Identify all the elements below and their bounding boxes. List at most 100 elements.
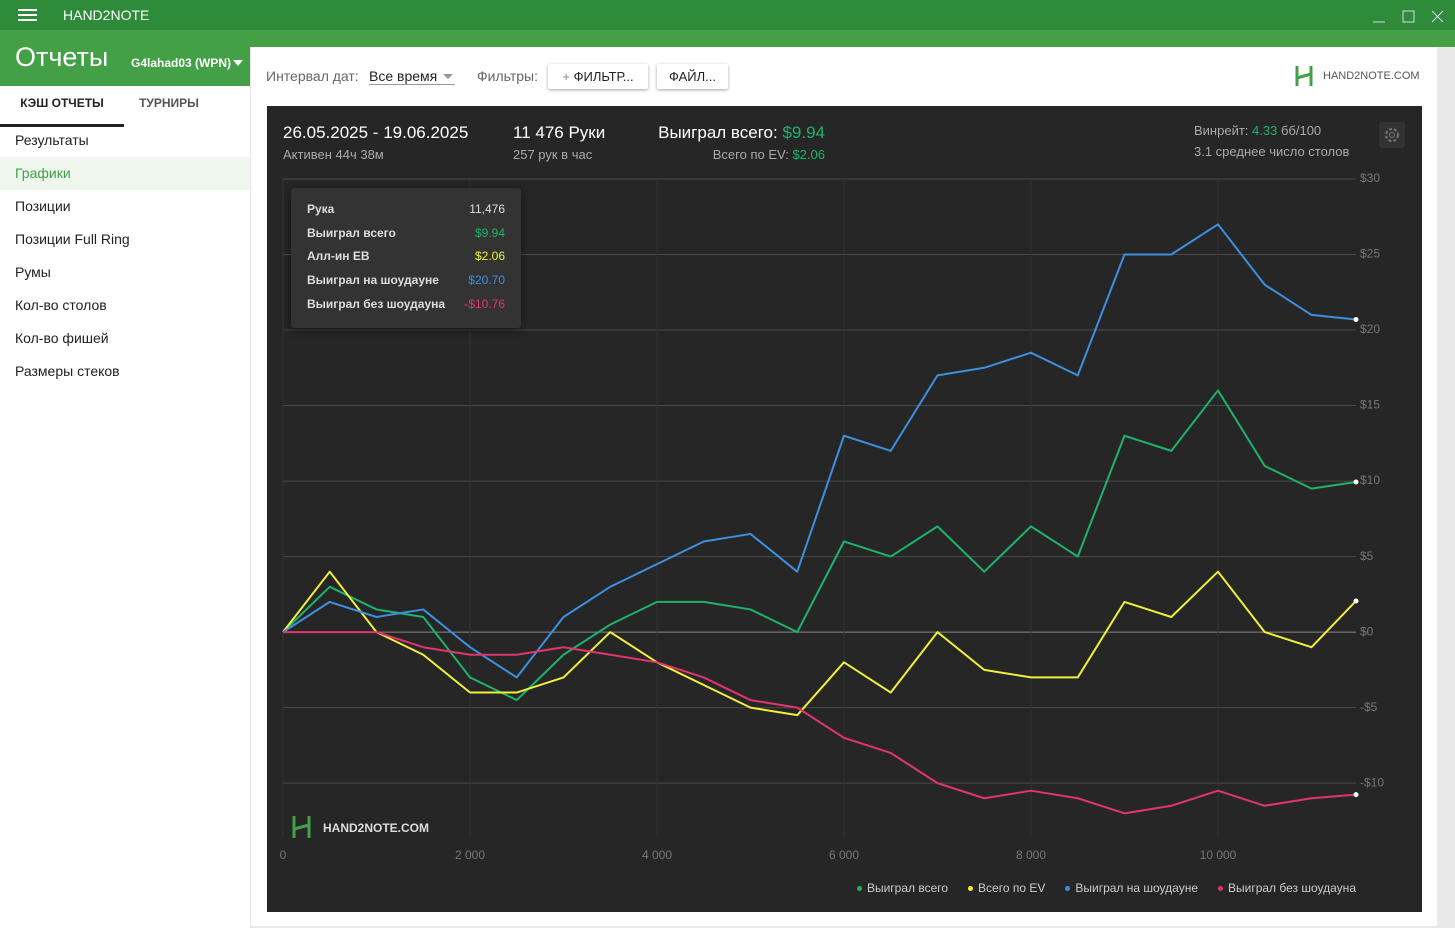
chart: -$10 -$5 $0 $5 $10 $15 $20 $25 $30 0 2 000 4 000 6 0… [280, 171, 1385, 862]
tooltip-row: Алл-ин ЕВ $2.06 [307, 249, 505, 263]
sidebar: КЭШ ОТЧЕТЫ ТУРНИРЫ Результаты Графики Пози… [0, 86, 250, 928]
player-select[interactable]: G4lahad03 (WPN) [131, 56, 232, 70]
end-point [1353, 479, 1359, 485]
tooltip-row: Выиграл на шоудауне $20.70 [307, 273, 505, 287]
tables: 3.1 среднее число столов [1194, 144, 1350, 159]
legend-item: Всего по EV [968, 881, 1045, 895]
ev-total: Всего по EV: $2.06 [713, 147, 825, 162]
menu-icon[interactable] [18, 9, 38, 23]
tooltip-label: Выиграл на шоудауне [307, 273, 439, 288]
date-select[interactable]: Все время [369, 68, 456, 85]
dropdown-arrow [233, 60, 243, 66]
date-label: Интервал дат: [266, 68, 359, 84]
tooltip-label: Рука [307, 202, 335, 216]
tooltip-value: $2.06 [474, 249, 505, 264]
end-point [1353, 316, 1359, 322]
y-tick-label: -$5 [1360, 700, 1378, 714]
unit: бб/100 [1280, 123, 1322, 138]
tooltip-row: Выиграл без шоудауна -$10.76 [307, 297, 505, 311]
legend-dot [1065, 885, 1071, 891]
x-tick-label: 2 000 [455, 848, 485, 862]
watermark: HAND2NOTE.COM [323, 821, 430, 835]
menu-item[interactable]: Позиции Full Ring [15, 231, 130, 247]
header: Отчеты G4lahad03 (WPN) [0, 30, 250, 86]
x-tick-label: 6 000 [829, 848, 859, 862]
window-controls[interactable] [1370, 8, 1450, 24]
y-tick-label: $0 [1360, 624, 1374, 638]
hands-rate: 257 рук в час [513, 147, 593, 162]
series-line [282, 570, 1357, 717]
y-tick-label: -$10 [1360, 775, 1384, 789]
y-tick-label: $10 [1360, 473, 1380, 487]
logo-text: HAND2NOTE.COM [1323, 70, 1420, 82]
series-line [283, 631, 1357, 815]
menu-item[interactable]: Графики [0, 157, 250, 190]
series-line [282, 223, 1357, 679]
x-tick-label: 4 000 [642, 848, 672, 862]
dates: 26.05.2025 - 19.06.2025 [283, 123, 469, 142]
legend-item: Выиграл на шоудауне [1065, 881, 1198, 895]
end-point [1353, 792, 1359, 798]
y-tick-label: $25 [1360, 247, 1380, 261]
label: Винрейт: [1194, 123, 1249, 138]
logo-icon [1295, 66, 1313, 86]
active: Активен 44ч 38м [283, 147, 384, 162]
tooltip-label: Алл-ин ЕВ [307, 249, 370, 264]
x-tick-label: 10 000 [1200, 848, 1237, 862]
button-text: ФИЛЬТР... [573, 69, 634, 84]
menu-item[interactable]: Позиции [15, 198, 71, 214]
won-total: Выиграл всего: $9.94 [658, 123, 825, 143]
menu-item[interactable]: Размеры стеков [15, 363, 120, 379]
chart-panel: 26.05.2025 - 19.06.2025 Активен 44ч 38м … [267, 106, 1422, 912]
header-band [250, 30, 1455, 47]
filters-label: Фильтры: [477, 68, 538, 84]
tooltip-value: $9.94 [474, 225, 505, 240]
x-tick-label: 8 000 [1016, 848, 1046, 862]
filter-button[interactable]: + ФИЛЬТР... [548, 64, 648, 89]
legend-dot [968, 885, 974, 891]
y-tick-label: $30 [1360, 171, 1380, 185]
file-button[interactable]: ФАЙЛ... [657, 64, 728, 89]
legend-label: Выиграл на шоудауне [1075, 881, 1198, 895]
menu-item[interactable]: Кол-во столов [15, 297, 107, 313]
legend-item: Выиграл всего [856, 881, 949, 895]
section-title: Отчеты [15, 42, 109, 72]
end-point [1353, 598, 1359, 604]
tooltip: Рука 11,476 Выиграл всего $9.94 Алл-ин ЕВ $2.… [291, 188, 521, 328]
legend: Выиграл всего Всего по EV Выиграл на шоуда… [856, 881, 1356, 895]
tab[interactable]: ТУРНИРЫ [139, 96, 199, 110]
settings-button[interactable] [1379, 122, 1405, 148]
legend-label: Выиграл всего [866, 881, 949, 895]
label: Выиграл всего: [658, 123, 778, 142]
legend-label: Всего по EV [978, 881, 1046, 895]
app-title: HAND2NOTE [63, 7, 150, 23]
menu-item[interactable]: Румы [15, 264, 51, 280]
tooltip-value: $20.70 [468, 273, 505, 288]
tooltip-label: Выиграл всего [307, 225, 396, 240]
tooltip-value: -$10.76 [464, 296, 505, 311]
x-tick-label: 0 [280, 848, 287, 862]
watermark-icon [292, 816, 311, 838]
y-tick-label: $5 [1360, 549, 1374, 563]
tooltip-value: 11,476 [469, 202, 505, 216]
value: $9.94 [782, 123, 825, 142]
value: 4.33 [1252, 123, 1278, 138]
tooltip-row: Выиграл всего $9.94 [307, 226, 505, 240]
menu-item[interactable]: Результаты [15, 132, 89, 148]
tooltip-row: Рука 11,476 [307, 202, 505, 216]
tab[interactable]: КЭШ ОТЧЕТЫ [0, 86, 124, 127]
hands: 11 476 Руки [513, 123, 606, 142]
title-bar: HAND2NOTE [0, 0, 1455, 30]
legend-dot [856, 885, 862, 891]
tooltip-label: Выиграл без шоудауна [307, 296, 446, 311]
legend-dot [1218, 885, 1223, 891]
value: $2.06 [792, 147, 825, 162]
dropdown-arrow [443, 74, 453, 79]
menu: Результаты Графики Позиции Позиции Full Rin… [0, 124, 250, 388]
y-tick-label: $15 [1360, 398, 1380, 412]
y-tick-label: $20 [1360, 322, 1380, 336]
label: Всего по EV: [712, 147, 789, 162]
menu-item[interactable]: Кол-во фишей [15, 330, 109, 346]
series-line [282, 389, 1357, 702]
